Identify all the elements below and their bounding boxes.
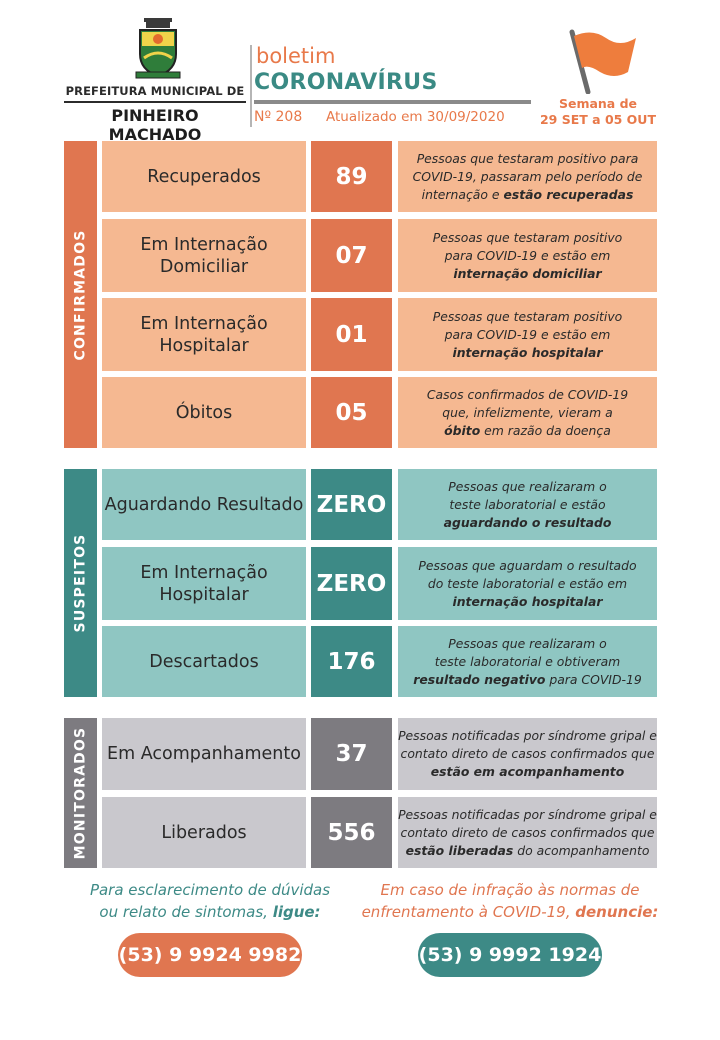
page-title: CORONAVÍRUS: [254, 70, 438, 95]
row-value-obitos: 05: [311, 377, 392, 448]
boletim-label: boletim: [256, 44, 336, 68]
title-underline: [254, 100, 531, 104]
row-value-em-acompanhamento: 37: [311, 718, 392, 790]
row-label-em-acompanhamento: Em Acompanhamento: [102, 718, 306, 790]
section-label-confirmados: CONFIRMADOS: [64, 141, 97, 448]
header-vertical-divider: [250, 45, 252, 127]
row-desc-recuperados: Pessoas que testaram positivo para COVID-…: [398, 141, 657, 212]
row-value-internacao-domiciliar: 07: [311, 219, 392, 292]
flag-icon: [569, 29, 636, 94]
row-desc-aguardando-resultado: Pessoas que realizaram o teste laboratori…: [398, 469, 657, 540]
coat-of-arms-icon: [135, 18, 181, 79]
week-label: Semana de: [558, 96, 638, 111]
row-desc-internacao-domiciliar: Pessoas que testaram positivo para COVID-…: [398, 219, 657, 292]
row-label-internacao-domiciliar: Em Internação Domiciliar: [102, 219, 306, 292]
row-desc-internacao-hospitalar: Pessoas que testaram positivo para COVID-…: [398, 298, 657, 371]
row-label-internacao-hospitalar: Em Internação Hospitalar: [102, 298, 306, 371]
prefeitura-line2: PINHEIRO MACHADO: [108, 106, 202, 144]
section-label-monitorados: MONITORADOS: [64, 718, 97, 868]
header-divider: [64, 101, 246, 103]
footer-right-text: Em caso de infração às normas de enfrenta…: [361, 881, 659, 921]
updated-date: Atualizado em 30/09/2020: [326, 109, 505, 125]
section-label-suspeitos: SUSPEITOS: [64, 469, 97, 697]
row-label-liberados: Liberados: [102, 797, 306, 868]
row-label-descartados: Descartados: [102, 626, 306, 697]
row-value-internacao-hospitalar: 01: [311, 298, 392, 371]
row-desc-liberados: Pessoas notificadas por síndrome gripal …: [398, 797, 657, 868]
footer-left-text: Para esclarecimento de dúvidas ou relato …: [89, 881, 331, 921]
phone-ligue-button[interactable]: (53) 9 9924 9982: [118, 933, 302, 977]
row-desc-obitos: Casos confirmados de COVID-19 que, infeli…: [398, 377, 657, 448]
week-range: 29 SET a 05 OUT: [539, 112, 656, 127]
prefeitura-line1: PREFEITURA MUNICIPAL DE: [65, 84, 245, 98]
row-value-recuperados: 89: [311, 141, 392, 212]
row-desc-suspeitos-internacao-hospitalar: Pessoas que aguardam o resultado do teste…: [398, 547, 657, 620]
row-label-aguardando-resultado: Aguardando Resultado: [102, 469, 306, 540]
phone-denuncie-button[interactable]: (53) 9 9992 1924: [418, 933, 602, 977]
row-label-obitos: Óbitos: [102, 377, 306, 448]
row-desc-descartados: Pessoas que realizaram o teste laboratori…: [398, 626, 657, 697]
row-value-aguardando-resultado: ZERO: [311, 469, 392, 540]
row-label-suspeitos-internacao-hospitalar: Em Internação Hospitalar: [102, 547, 306, 620]
row-desc-em-acompanhamento: Pessoas notificadas por síndrome gripal …: [398, 718, 657, 790]
row-value-descartados: 176: [311, 626, 392, 697]
row-value-suspeitos-internacao-hospitalar: ZERO: [311, 547, 392, 620]
bulletin-number: Nº 208: [254, 109, 303, 125]
row-value-liberados: 556: [311, 797, 392, 868]
row-label-recuperados: Recuperados: [102, 141, 306, 212]
